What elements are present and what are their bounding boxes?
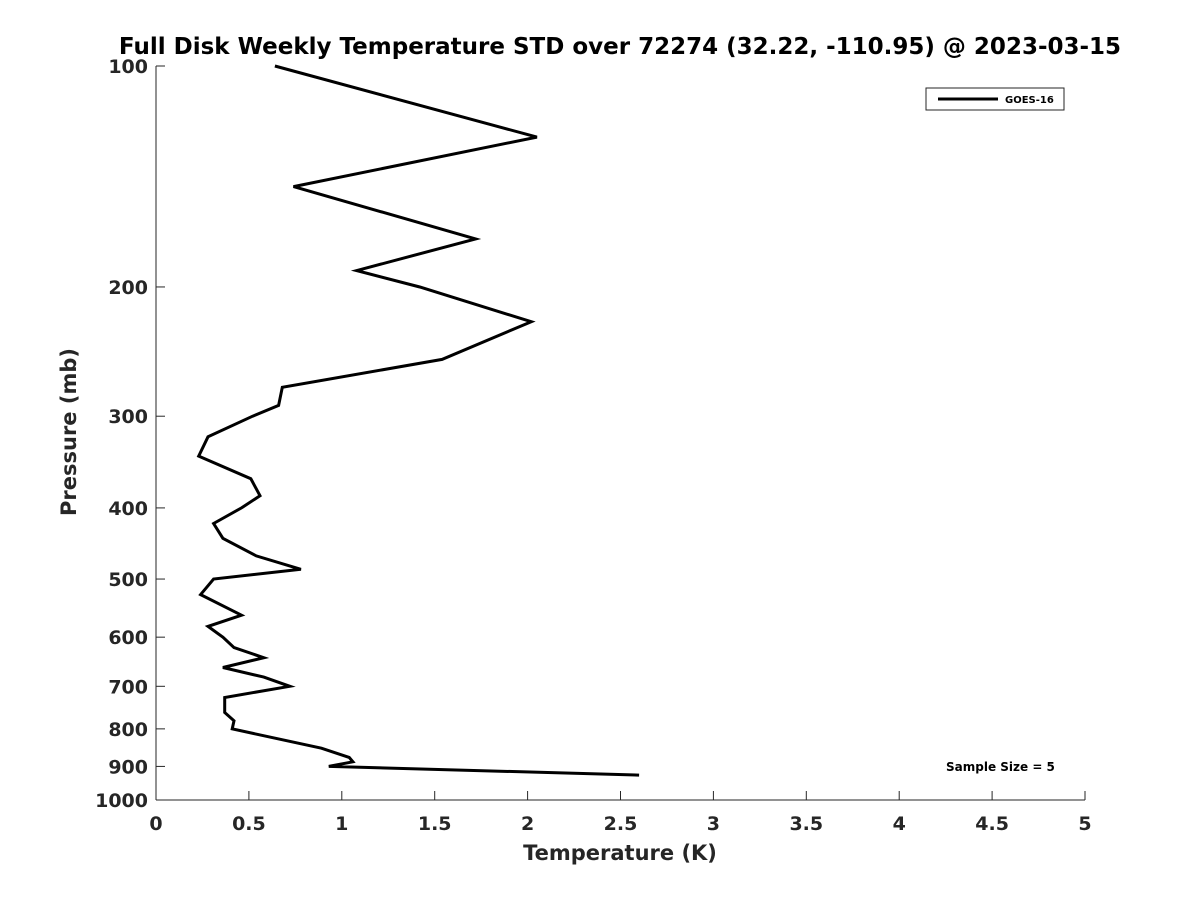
y-tick-label: 400	[108, 498, 148, 520]
series-line-goes-16	[196, 64, 640, 777]
x-tick-label: 4.5	[975, 813, 1009, 835]
y-tick-label: 500	[108, 569, 148, 591]
axis-ticks: 0 0.5 1 1.5 2 2.5 3 3.5 4 4.5 5 100 200 300 400 500 600 7…	[95, 56, 1092, 835]
y-tick-label: 300	[108, 406, 148, 428]
y-tick-label: 200	[108, 277, 148, 299]
y-axis-label: Pressure (mb)	[57, 348, 81, 516]
y-tick-label: 900	[108, 756, 148, 778]
legend-entry-label: GOES-16	[1005, 95, 1054, 106]
x-tick-label: 4	[893, 813, 906, 835]
y-tick-label: 1000	[95, 790, 148, 812]
x-tick-label: 2.5	[604, 813, 638, 835]
y-tick-label: 700	[108, 676, 148, 698]
x-tick-label: 3.5	[789, 813, 823, 835]
series-layer	[196, 64, 640, 777]
y-tick-label: 600	[108, 627, 148, 649]
x-tick-label: 3	[707, 813, 720, 835]
x-tick-label: 1	[335, 813, 348, 835]
y-tick-label: 800	[108, 719, 148, 741]
y-tick-label: 100	[108, 56, 148, 78]
x-tick-label: 1.5	[418, 813, 452, 835]
sample-size-annotation: Sample Size = 5	[946, 760, 1055, 774]
x-tick-label: 2	[521, 813, 534, 835]
x-axis-label: Temperature (K)	[523, 841, 717, 865]
legend: GOES-16	[925, 87, 1065, 111]
x-tick-label: 5	[1078, 813, 1091, 835]
chart-title: Full Disk Weekly Temperature STD over 72…	[119, 34, 1121, 60]
x-tick-label: 0	[149, 813, 162, 835]
x-tick-label: 0.5	[232, 813, 266, 835]
